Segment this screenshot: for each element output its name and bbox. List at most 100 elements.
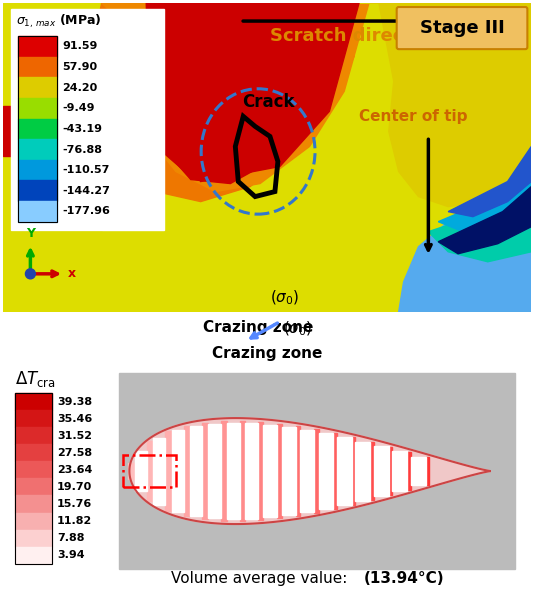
Bar bbox=[14, 513, 52, 529]
Text: -43.19: -43.19 bbox=[62, 124, 102, 134]
Text: 27.58: 27.58 bbox=[57, 448, 92, 458]
Bar bbox=[18, 78, 57, 98]
FancyBboxPatch shape bbox=[397, 7, 528, 49]
Polygon shape bbox=[448, 147, 531, 216]
Text: 39.38: 39.38 bbox=[57, 397, 92, 406]
Bar bbox=[411, 457, 426, 486]
Bar bbox=[258, 422, 263, 520]
Text: 24.20: 24.20 bbox=[62, 83, 97, 93]
Circle shape bbox=[26, 269, 35, 279]
Text: -9.49: -9.49 bbox=[62, 103, 95, 113]
Bar bbox=[221, 421, 227, 521]
Bar bbox=[18, 180, 57, 201]
Bar bbox=[300, 430, 315, 513]
Text: Y: Y bbox=[26, 227, 35, 240]
Bar bbox=[120, 373, 515, 569]
Bar bbox=[3, 106, 11, 156]
Bar bbox=[123, 456, 176, 487]
Bar bbox=[392, 451, 407, 490]
Polygon shape bbox=[156, 3, 359, 182]
Text: 35.46: 35.46 bbox=[57, 413, 92, 424]
Bar bbox=[14, 462, 52, 478]
Text: 19.70: 19.70 bbox=[57, 482, 92, 492]
Bar bbox=[18, 160, 57, 180]
Bar bbox=[190, 426, 202, 516]
Bar bbox=[426, 457, 429, 485]
Bar bbox=[277, 424, 282, 519]
Text: 7.88: 7.88 bbox=[57, 533, 84, 543]
Text: Stage III: Stage III bbox=[420, 19, 505, 37]
Text: Scratch direction: Scratch direction bbox=[270, 27, 443, 45]
Polygon shape bbox=[339, 3, 531, 207]
Bar bbox=[18, 139, 57, 160]
Polygon shape bbox=[101, 3, 369, 192]
Bar bbox=[14, 547, 52, 564]
Bar bbox=[14, 427, 52, 444]
Bar bbox=[351, 438, 355, 505]
Bar bbox=[14, 393, 52, 410]
Bar bbox=[184, 426, 190, 516]
Bar bbox=[18, 56, 57, 78]
Text: Volume average value:: Volume average value: bbox=[171, 572, 352, 587]
Text: 91.59: 91.59 bbox=[62, 41, 97, 52]
Bar bbox=[282, 427, 296, 515]
Bar bbox=[355, 442, 370, 501]
Text: Crazing zone: Crazing zone bbox=[212, 346, 322, 361]
Text: $(\sigma_0)$: $(\sigma_0)$ bbox=[283, 320, 312, 338]
Bar bbox=[165, 432, 171, 511]
Bar bbox=[3, 232, 101, 312]
Bar bbox=[14, 529, 52, 547]
Bar bbox=[370, 442, 374, 500]
Text: 3.94: 3.94 bbox=[57, 551, 85, 560]
Polygon shape bbox=[428, 171, 531, 262]
Bar bbox=[135, 451, 146, 492]
Bar bbox=[18, 98, 57, 118]
Bar bbox=[337, 438, 351, 505]
Bar bbox=[146, 441, 153, 501]
Text: 11.82: 11.82 bbox=[57, 516, 92, 526]
Bar bbox=[245, 423, 258, 519]
Bar bbox=[18, 201, 57, 222]
Bar bbox=[18, 36, 57, 222]
Bar bbox=[407, 452, 411, 490]
Bar bbox=[14, 444, 52, 462]
Bar bbox=[14, 393, 52, 564]
Text: -177.96: -177.96 bbox=[62, 206, 110, 216]
Bar bbox=[171, 430, 184, 512]
Bar bbox=[263, 425, 277, 517]
Text: 57.90: 57.90 bbox=[62, 62, 97, 72]
Bar bbox=[240, 421, 245, 521]
Text: -110.57: -110.57 bbox=[62, 165, 109, 175]
Text: x: x bbox=[68, 267, 76, 280]
Bar bbox=[389, 447, 392, 495]
Polygon shape bbox=[146, 3, 329, 183]
Bar bbox=[128, 463, 135, 479]
Polygon shape bbox=[92, 3, 354, 201]
Text: Center of tip: Center of tip bbox=[359, 109, 468, 124]
Bar bbox=[18, 118, 57, 139]
Bar bbox=[315, 430, 319, 513]
Bar bbox=[14, 410, 52, 427]
Text: -144.27: -144.27 bbox=[62, 186, 110, 196]
Bar bbox=[374, 447, 389, 496]
Bar bbox=[202, 423, 208, 519]
Bar bbox=[208, 424, 221, 519]
Bar bbox=[153, 438, 165, 505]
Bar bbox=[333, 433, 337, 509]
Bar bbox=[14, 495, 52, 513]
Polygon shape bbox=[438, 186, 531, 254]
Text: Crack: Crack bbox=[242, 93, 294, 111]
Text: -76.88: -76.88 bbox=[62, 144, 102, 154]
Text: 31.52: 31.52 bbox=[57, 431, 92, 441]
Polygon shape bbox=[413, 182, 531, 312]
Text: $(\sigma_0)$: $(\sigma_0)$ bbox=[270, 288, 300, 307]
Polygon shape bbox=[146, 3, 329, 177]
Text: 15.76: 15.76 bbox=[57, 499, 92, 509]
Text: $\Delta T_{\rm cra}$: $\Delta T_{\rm cra}$ bbox=[14, 369, 56, 389]
Text: $\sigma_{1,\, max}$ (MPa): $\sigma_{1,\, max}$ (MPa) bbox=[15, 13, 101, 30]
Text: (13.94°C): (13.94°C) bbox=[364, 572, 445, 587]
Bar bbox=[319, 433, 333, 509]
Bar bbox=[14, 478, 52, 495]
Bar bbox=[18, 36, 57, 56]
Bar bbox=[296, 426, 300, 516]
